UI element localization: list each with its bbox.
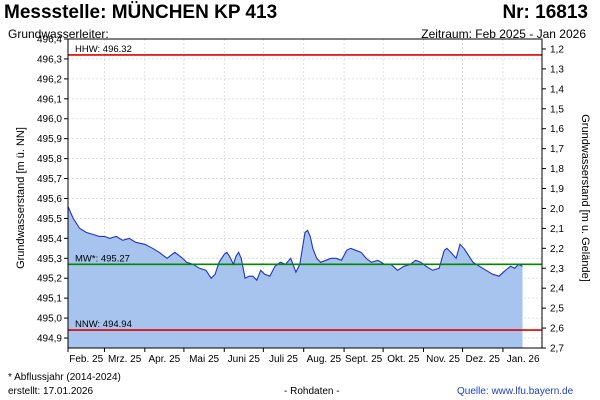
y2-tick-label: 2,5	[550, 304, 564, 315]
aquifer-label: Grundwasserleiter:	[8, 27, 109, 41]
reference-lines: HHW: 496.32 MW*: 495.27 NNW: 494.94	[68, 44, 542, 331]
y-tick-label: 495,0	[37, 314, 62, 325]
groundwater-area	[68, 206, 523, 348]
y2-tick-label: 1,3	[550, 64, 564, 75]
source-link[interactable]: Quelle: www.lfu.bayern.de	[457, 386, 574, 397]
y2-tick-label: 1,9	[550, 184, 564, 195]
reference-line-label: HHW: 496.32	[75, 44, 132, 55]
x-tick-label: Dez. 25	[466, 354, 501, 365]
reference-line-label: NNW: 494.94	[75, 319, 132, 330]
y-tick-label: 495,8	[37, 154, 62, 165]
y-tick-label: 496,2	[37, 74, 62, 85]
y2-tick-label: 2,3	[550, 264, 564, 275]
y2-tick-label: 1,4	[550, 84, 564, 95]
x-tick-label: Mrz. 25	[108, 354, 142, 365]
y2-tick-label: 2,6	[550, 324, 564, 335]
y-tick-label: 495,9	[37, 134, 62, 145]
y-tick-label: 496,4	[37, 35, 62, 46]
y-tick-label: 495,2	[37, 274, 62, 285]
footnote: * Abflussjahr (2014-2024)	[8, 372, 121, 383]
x-tick-label: Juli 25	[269, 354, 298, 365]
y2-axis-label: Grundwasserstand [m u. Gelände]	[579, 114, 591, 282]
plot-frame	[67, 38, 543, 349]
y2-tick-label: 1,7	[550, 144, 564, 155]
y-tick-label: 496,0	[37, 114, 62, 125]
y-tick-label: 496,1	[37, 94, 62, 105]
y-tick-label: 494,9	[37, 334, 62, 345]
x-tick-label: Mai 25	[189, 354, 219, 365]
x-tick-label: Jan. 26	[507, 354, 540, 365]
y2-tick-label: 2,4	[550, 284, 564, 295]
y-tick-label: 495,3	[37, 254, 62, 265]
x-tick-label: Juni 25	[228, 354, 261, 365]
y-tick-label: 495,5	[37, 214, 62, 225]
y2-tick-label: 2,0	[550, 204, 564, 215]
axis-ticks: 494,9 495,0 495,1 495,2 495,3 495,4 495,5 495,6…	[37, 35, 564, 366]
reference-line-label: MW*: 495.27	[75, 253, 130, 264]
y-tick-label: 495,1	[37, 294, 62, 305]
y-tick-label: 495,6	[37, 194, 62, 205]
y2-tick-label: 1,6	[550, 124, 564, 135]
y2-tick-label: 2,2	[550, 244, 564, 255]
station-number: Nr: 16813	[502, 2, 588, 23]
y-tick-label: 496,3	[37, 54, 62, 65]
y2-tick-label: 1,2	[550, 44, 564, 55]
y2-tick-label: 1,8	[550, 164, 564, 175]
y-tick-label: 495,4	[37, 234, 62, 245]
x-tick-label: Aug. 25	[307, 354, 342, 365]
page-title: Messstelle: MÜNCHEN KP 413	[4, 2, 278, 23]
raw-data-note: - Rohdaten -	[284, 386, 340, 397]
x-tick-label: Feb. 25	[69, 354, 103, 365]
x-tick-label: Apr. 25	[149, 354, 181, 365]
period-label: Zeitraum: Feb 2025 - Jan 2026	[421, 27, 586, 41]
x-tick-label: Nov. 25	[426, 354, 460, 365]
y-tick-label: 495,7	[37, 174, 62, 185]
y2-tick-label: 2,7	[550, 344, 564, 355]
y2-tick-label: 1,5	[550, 104, 564, 115]
x-tick-label: Okt. 25	[387, 354, 420, 365]
x-tick-label: Sept. 25	[345, 354, 383, 365]
created-date: erstellt: 17.01.2026	[8, 386, 94, 397]
y-axis-label: Grundwasserstand [m ü. NN]	[15, 127, 27, 269]
y2-tick-label: 2,1	[550, 224, 564, 235]
